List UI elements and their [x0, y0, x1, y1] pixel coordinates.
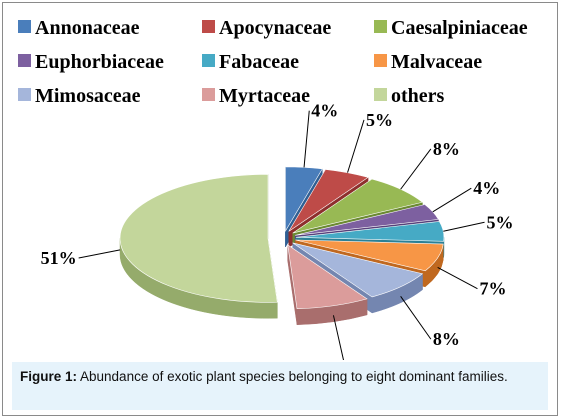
slice-myrtaceae	[287, 244, 368, 310]
chart-legend: Annonaceae Apocynaceae Caesalpiniaceae Euph…	[18, 17, 528, 107]
legend-label-annonaceae: Annonaceae	[35, 17, 140, 39]
legend-label-myrtaceae: Myrtaceae	[219, 85, 310, 107]
legend-swatch-caesalpiniaceae	[374, 20, 387, 33]
leader-line-fabaceae	[443, 221, 485, 232]
leader-line-malvaceae	[437, 267, 478, 290]
data-label-euphorbiaceae: 4%	[473, 178, 500, 198]
pie-slices	[119, 166, 445, 325]
legend-swatch-fabaceae	[202, 54, 215, 67]
slice-others	[119, 174, 278, 303]
data-label-malvaceae: 7%	[479, 279, 506, 299]
legend-label-euphorbiaceae: Euphorbiaceae	[35, 51, 164, 73]
slice-mimosaceae	[292, 242, 424, 298]
caption-label: Figure 1:	[20, 369, 78, 384]
data-label-others: 51%	[41, 248, 77, 268]
legend-swatch-malvaceae	[374, 54, 387, 67]
legend-swatch-apocynaceae	[202, 20, 215, 33]
slice-apocynaceae	[288, 169, 369, 232]
slice-fabaceae	[295, 221, 445, 242]
leader-line-others	[78, 249, 121, 259]
leader-line-mimosaceae	[400, 296, 432, 340]
data-labels: 4%5%8%4%5%7%8%8%51%	[41, 101, 514, 349]
pie-chart: Annonaceae Apocynaceae Caesalpiniaceae Euph…	[18, 17, 528, 360]
legend-label-caesalpiniaceae: Caesalpiniaceae	[391, 17, 528, 39]
legend-label-fabaceae: Fabaceae	[219, 51, 299, 73]
leader-line-caesalpiniaceae	[400, 148, 432, 190]
figure-caption: Figure 1: Abundance of exotic plant spec…	[12, 362, 548, 410]
leader-line-myrtaceae	[332, 315, 345, 360]
slice-malvaceae	[295, 239, 444, 272]
data-label-apocynaceae: 5%	[366, 110, 393, 130]
legend-label-apocynaceae: Apocynaceae	[219, 17, 331, 39]
leader-line-euphorbiaceae	[432, 187, 472, 213]
data-label-annonaceae: 4%	[311, 101, 338, 121]
leader-line-annonaceae	[303, 110, 310, 168]
data-label-caesalpiniaceae: 8%	[433, 139, 460, 159]
legend-swatch-mimosaceae	[18, 88, 31, 101]
legend-label-others: others	[391, 85, 445, 107]
data-label-fabaceae: 5%	[487, 212, 514, 232]
legend-swatch-annonaceae	[18, 20, 31, 33]
figure-frame	[2, 2, 558, 416]
legend-swatch-myrtaceae	[202, 88, 215, 101]
caption-text: Abundance of exotic plant species belong…	[77, 369, 508, 384]
legend-swatch-others	[374, 88, 387, 101]
leader-lines	[78, 110, 485, 360]
legend-swatch-euphorbiaceae	[18, 54, 31, 67]
leader-line-apocynaceae	[347, 119, 365, 173]
data-label-mimosaceae: 8%	[433, 329, 460, 349]
legend-label-malvaceae: Malvaceae	[391, 51, 482, 73]
legend-label-mimosaceae: Mimosaceae	[35, 85, 141, 107]
